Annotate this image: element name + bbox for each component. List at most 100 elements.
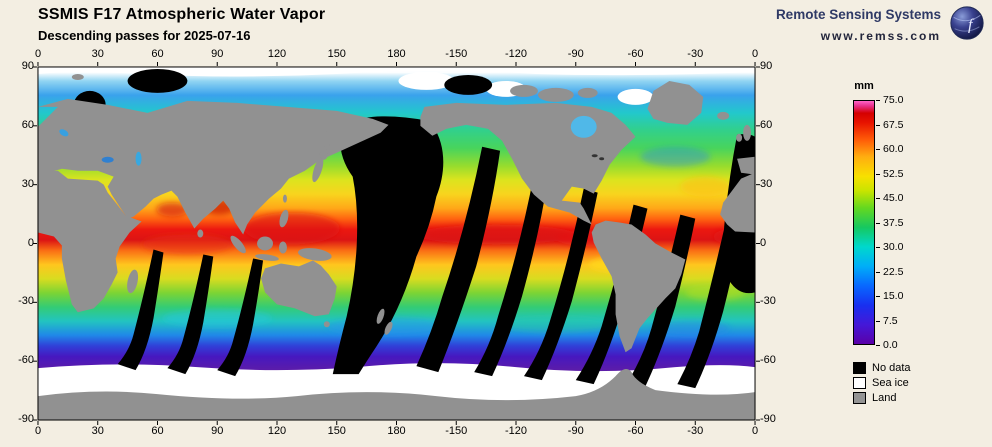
west-africa	[720, 172, 756, 233]
page-title: SSMIS F17 Atmospheric Water Vapor	[38, 6, 326, 23]
antarctica	[37, 368, 756, 421]
java	[255, 254, 279, 261]
colorbar-tick-mark	[876, 149, 880, 150]
lat-tick-label-right: -60	[760, 354, 776, 367]
colorbar-tick-mark	[876, 198, 880, 199]
colorbar-tick-label: 67.5	[883, 118, 904, 131]
no-data-swath	[523, 188, 598, 381]
new-zealand	[376, 308, 385, 324]
lat-tick-label-right: 0	[760, 236, 767, 249]
great-lakes	[591, 154, 598, 158]
branding-text: Remote Sensing Systems www.remss.com	[776, 4, 941, 43]
colorbar-tick-label: 60.0	[883, 143, 904, 155]
colorbar-tick-label: 52.5	[883, 167, 904, 180]
new-zealand	[384, 321, 393, 335]
legend-label: No data	[872, 362, 911, 374]
lon-tick-label-bottom: 180	[387, 425, 406, 437]
colorbar-tick-label: 7.5	[883, 314, 898, 327]
lat-tick-label-left: -60	[18, 354, 34, 367]
colorbar-unit-label: mm	[854, 80, 874, 92]
colorbar-tick-mark	[876, 100, 880, 101]
lon-tick-label-top: 180	[387, 48, 406, 60]
ireland	[736, 133, 743, 142]
legend-item-land: Land	[853, 392, 911, 404]
svalbard	[71, 73, 84, 80]
no-data-swath	[444, 74, 493, 95]
branding: Remote Sensing Systems www.remss.com f	[776, 4, 986, 43]
lat-tick-label-left: 30	[21, 177, 34, 190]
lat-tick-label-right: 90	[760, 60, 773, 72]
lon-tick-label-top: -150	[445, 48, 468, 60]
great-britain	[743, 124, 752, 141]
no-data-swath	[167, 254, 214, 375]
lon-tick-label-bottom: 0	[751, 425, 759, 437]
page-subtitle: Descending passes for 2025-07-16	[38, 28, 251, 43]
map-legend: No data Sea ice Land	[853, 362, 911, 407]
australia	[261, 260, 337, 317]
legend-item-sea-ice: Sea ice	[853, 377, 911, 389]
sulawesi	[278, 241, 287, 254]
legend-item-no-data: No data	[853, 362, 911, 374]
colorbar-tick-label: 22.5	[883, 265, 904, 278]
new-guinea	[298, 248, 332, 261]
land-swatch	[853, 392, 866, 404]
colorbar-tick-label: 75.0	[883, 94, 904, 106]
arctic-archipelago	[537, 87, 574, 102]
colorbar-tick-mark	[876, 296, 880, 297]
madagascar	[127, 269, 139, 294]
philippines	[279, 209, 289, 228]
eurasia	[37, 98, 389, 235]
no-data-swath	[127, 68, 188, 93]
lon-tick-label-top: 60	[151, 48, 164, 60]
lon-tick-label-top: 90	[211, 48, 224, 60]
lat-tick-label-left: 60	[21, 118, 34, 131]
colorbar-tick-label: 30.0	[883, 241, 904, 253]
lat-tick-label-right: -30	[760, 295, 776, 308]
greenland	[647, 80, 704, 125]
arctic-archipelago	[577, 87, 598, 98]
lon-tick-label-bottom: 0	[34, 425, 42, 437]
lon-tick-label-bottom: 30	[91, 425, 104, 437]
hokkaido	[319, 149, 328, 160]
africa	[37, 170, 142, 313]
lon-tick-label-bottom: -120	[504, 425, 528, 437]
no-data-swath	[332, 116, 444, 375]
lon-tick-label-bottom: 60	[151, 425, 164, 437]
lon-tick-label-bottom: 90	[211, 425, 224, 437]
lon-tick-label-bottom: -30	[687, 425, 704, 437]
colorbar-tick-mark	[876, 271, 880, 273]
great-lakes	[599, 157, 605, 161]
lon-tick-label-top: 0	[751, 48, 759, 60]
lat-tick-label-right: 30	[760, 177, 773, 190]
south-america	[591, 220, 686, 353]
sri-lanka	[197, 229, 204, 238]
taiwan	[282, 194, 287, 203]
hudson-bay	[570, 115, 597, 138]
lon-tick-label-bottom: 150	[327, 425, 346, 437]
colorbar-tick-mark	[876, 124, 880, 126]
borneo	[257, 236, 274, 251]
legend-label: Land	[872, 392, 897, 404]
black-sea	[101, 156, 114, 163]
lon-tick-label-top: 120	[267, 48, 287, 60]
lat-tick-label-left: -90	[18, 413, 34, 425]
world-map-plot	[32, 61, 761, 426]
no-data-swaths	[73, 68, 756, 389]
tasmania	[323, 321, 330, 328]
lon-tick-label-top: 150	[327, 48, 346, 60]
lon-tick-label-bottom: -60	[627, 425, 644, 437]
lon-tick-label-bottom: 120	[267, 425, 287, 437]
iceland	[717, 111, 730, 120]
colorbar-tick-mark	[876, 222, 880, 224]
caspian-sea	[135, 151, 142, 166]
arctic-archipelago	[510, 84, 538, 97]
lat-tick-label-left: 90	[21, 60, 34, 72]
no-data-swath	[416, 146, 501, 373]
remss-globe-logo-icon: f	[950, 6, 984, 40]
lat-tick-label-left: -30	[18, 295, 34, 308]
lon-tick-label-top: 0	[34, 48, 42, 60]
colorbar-tick-mark	[876, 173, 880, 175]
lon-tick-label-top: -90	[567, 48, 584, 60]
no-data-swatch	[853, 362, 866, 374]
